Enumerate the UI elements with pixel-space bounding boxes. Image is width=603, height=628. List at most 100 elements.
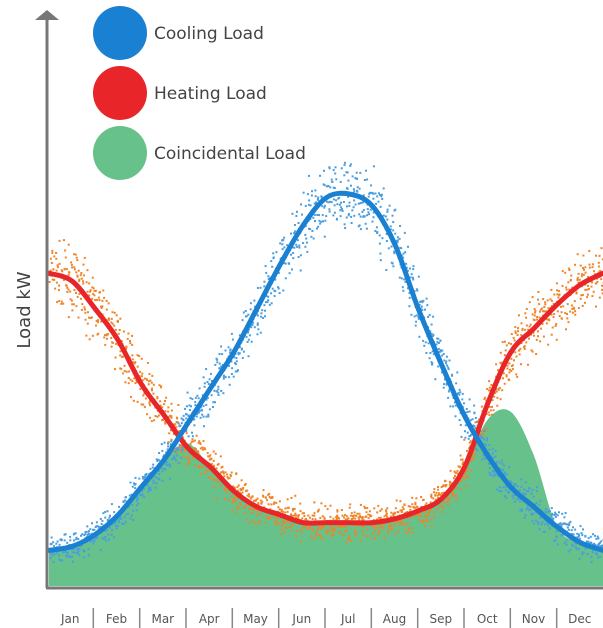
- scatter-point: [235, 357, 238, 360]
- scatter-point: [175, 451, 178, 454]
- scatter-point: [109, 526, 112, 529]
- scatter-point: [115, 527, 118, 530]
- scatter-point: [164, 421, 167, 423]
- scatter-point: [283, 246, 286, 249]
- scatter-point: [587, 540, 590, 543]
- scatter-point: [440, 486, 443, 488]
- scatter-point: [308, 526, 311, 529]
- scatter-point: [49, 257, 52, 260]
- scatter-point: [223, 374, 225, 377]
- scatter-point: [284, 507, 287, 510]
- scatter-point: [387, 529, 389, 532]
- scatter-point: [67, 316, 70, 319]
- scatter-point: [503, 382, 506, 385]
- scatter-point: [331, 527, 333, 530]
- scatter-point: [437, 342, 440, 344]
- scatter-point: [514, 326, 517, 329]
- scatter-point: [344, 227, 347, 229]
- scatter-point: [143, 405, 146, 408]
- x-tick-label-aug: Aug: [383, 612, 406, 626]
- scatter-point: [493, 474, 496, 477]
- scatter-point: [561, 522, 564, 525]
- scatter-point: [414, 506, 417, 509]
- scatter-point: [582, 254, 585, 257]
- scatter-point: [413, 514, 416, 517]
- scatter-point: [376, 511, 379, 514]
- scatter-point: [198, 465, 201, 467]
- scatter-point: [69, 556, 71, 559]
- scatter-point: [65, 268, 68, 271]
- scatter-point: [138, 477, 141, 480]
- scatter-point: [575, 548, 578, 550]
- scatter-point: [215, 357, 218, 360]
- scatter-point: [383, 537, 386, 540]
- scatter-point: [288, 522, 291, 525]
- x-tick-label-sep: Sep: [429, 612, 452, 626]
- scatter-point: [356, 525, 359, 527]
- scatter-point: [600, 540, 603, 543]
- scatter-point: [257, 328, 260, 331]
- scatter-point: [465, 475, 468, 478]
- scatter-point: [518, 349, 521, 352]
- scatter-point: [354, 517, 357, 520]
- scatter-point: [101, 299, 104, 302]
- scatter-point: [237, 489, 240, 492]
- scatter-point: [66, 541, 69, 544]
- scatter-point: [237, 353, 240, 356]
- scatter-point: [346, 171, 349, 174]
- scatter-point: [152, 479, 155, 482]
- scatter-point: [82, 556, 85, 559]
- scatter-point: [289, 515, 292, 518]
- scatter-point: [318, 219, 321, 222]
- scatter-point: [131, 485, 134, 488]
- scatter-point: [400, 520, 403, 523]
- scatter-point: [107, 317, 110, 320]
- scatter-point: [412, 268, 415, 271]
- scatter-point: [590, 285, 593, 288]
- scatter-point: [237, 507, 240, 510]
- scatter-point: [524, 493, 527, 496]
- scatter-point: [531, 313, 534, 316]
- scatter-point: [587, 293, 589, 296]
- scatter-point: [199, 466, 202, 469]
- scatter-point: [251, 323, 254, 326]
- scatter-point: [584, 283, 587, 286]
- scatter-point: [413, 506, 416, 509]
- scatter-point: [309, 204, 312, 207]
- scatter-point: [513, 483, 516, 486]
- scatter-point: [567, 550, 570, 553]
- scatter-point: [233, 487, 236, 490]
- scatter-point: [63, 278, 65, 281]
- scatter-point: [514, 483, 517, 486]
- scatter-point: [98, 291, 101, 294]
- scatter-point: [345, 541, 348, 544]
- scatter-point: [164, 400, 166, 402]
- scatter-point: [126, 337, 129, 340]
- scatter-point: [218, 367, 221, 370]
- scatter-point: [158, 473, 161, 475]
- scatter-point: [344, 514, 347, 516]
- scatter-point: [399, 500, 402, 503]
- scatter-point: [100, 307, 103, 309]
- scatter-point: [447, 366, 450, 369]
- scatter-point: [591, 551, 594, 554]
- scatter-point: [188, 462, 191, 465]
- scatter-point: [120, 355, 123, 358]
- scatter-point: [347, 195, 350, 198]
- scatter-point: [519, 509, 522, 512]
- scatter-point: [113, 511, 116, 514]
- scatter-point: [550, 288, 553, 291]
- scatter-point: [77, 538, 80, 541]
- scatter-point: [77, 550, 80, 553]
- scatter-point: [158, 452, 161, 454]
- scatter-point: [134, 361, 137, 364]
- scatter-point: [320, 527, 323, 530]
- y-axis-label: Load kW: [14, 271, 35, 348]
- scatter-point: [448, 497, 451, 500]
- scatter-point: [132, 361, 134, 364]
- scatter-point: [332, 198, 335, 201]
- scatter-point: [87, 548, 90, 551]
- scatter-point: [494, 391, 497, 394]
- scatter-point: [231, 485, 234, 488]
